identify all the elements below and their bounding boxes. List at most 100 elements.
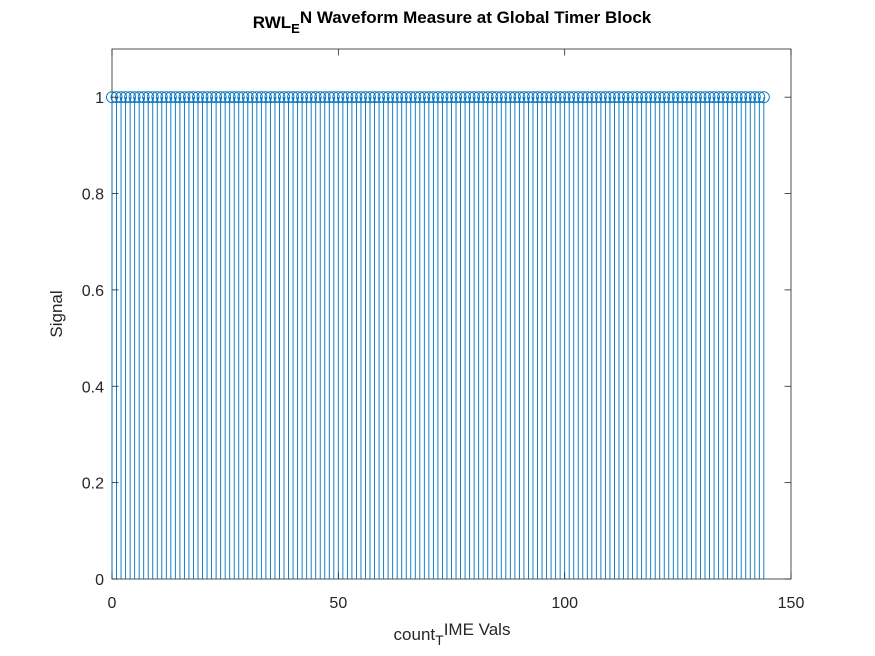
stem-marker <box>445 91 458 104</box>
stem-marker <box>712 91 725 104</box>
axis-ticks: 0 50 100 150 0 0.2 0.4 0.6 0.8 1 <box>82 49 805 612</box>
y-tick-label: 0 <box>95 572 104 589</box>
stem-marker <box>250 91 263 104</box>
stem-marker <box>508 91 521 104</box>
stem-marker <box>653 91 666 104</box>
stem-marker <box>735 91 748 104</box>
stem-marker <box>278 91 290 104</box>
stem-marker <box>472 91 485 104</box>
stem-marker <box>527 91 539 104</box>
stem-marker <box>748 91 761 104</box>
stem-marker <box>540 91 553 104</box>
stem-marker <box>210 91 223 104</box>
stem-marker <box>413 91 426 104</box>
stem-marker <box>431 91 444 104</box>
stem-marker <box>499 91 512 104</box>
stem-marker <box>395 91 408 104</box>
stem-marker <box>124 91 137 104</box>
stem-marker <box>146 91 159 104</box>
stem-marker <box>309 91 322 104</box>
stem-marker <box>671 91 684 104</box>
stem-marker <box>178 91 191 104</box>
stem-marker <box>454 91 467 104</box>
stem-marker <box>196 91 209 104</box>
stem-marker <box>409 91 422 104</box>
stem-marker <box>160 91 173 104</box>
stem-marker <box>318 91 331 104</box>
stem-marker <box>744 91 757 104</box>
stem-marker <box>169 91 182 104</box>
stem-marker <box>649 91 662 104</box>
stem-marker <box>703 91 716 104</box>
stem-marker <box>228 91 241 104</box>
stem-marker <box>364 91 376 104</box>
stem-marker <box>536 91 548 104</box>
stem-marker <box>155 91 168 104</box>
stem-marker <box>382 91 395 104</box>
stem-marker <box>481 91 494 104</box>
stem-marker <box>549 91 562 104</box>
stem-marker <box>291 91 304 104</box>
stem-marker <box>119 91 132 104</box>
stem-marker <box>332 91 345 104</box>
stem-marker <box>486 91 499 104</box>
stem-marker <box>554 91 567 104</box>
stem-series <box>106 91 770 579</box>
stem-marker <box>699 91 711 104</box>
stem-marker <box>676 91 689 104</box>
stem-marker <box>567 91 580 104</box>
stem-marker <box>142 91 155 104</box>
stem-marker <box>572 91 585 104</box>
stem-marker <box>730 91 743 104</box>
stem-marker <box>495 91 508 104</box>
x-tick-label: 150 <box>778 595 805 612</box>
x-tick-label: 0 <box>108 595 117 612</box>
stem-marker <box>246 91 259 104</box>
stem-marker <box>463 91 476 104</box>
y-tick-label: 0.2 <box>82 476 104 493</box>
stem-marker <box>128 91 141 104</box>
stem-marker <box>427 91 440 104</box>
stem-marker <box>187 91 200 104</box>
stem-marker <box>631 91 644 104</box>
stem-marker <box>757 91 770 104</box>
stem-marker <box>300 91 313 104</box>
stem-marker <box>608 91 621 104</box>
stem-marker <box>558 91 571 104</box>
stem-marker <box>635 91 648 104</box>
stem-marker <box>717 91 730 104</box>
stem-marker <box>685 91 698 104</box>
stem-marker <box>504 91 517 104</box>
stem-marker <box>667 91 680 104</box>
stem-marker <box>644 91 657 104</box>
stem-marker <box>522 91 535 104</box>
stem-marker <box>259 91 272 104</box>
stem-marker <box>296 91 309 104</box>
stem-marker <box>585 91 598 104</box>
stem-marker <box>531 91 544 104</box>
stem-marker <box>368 91 381 104</box>
stem-marker <box>477 91 490 104</box>
stem-marker <box>680 91 693 104</box>
stem-marker <box>753 91 766 104</box>
stem-marker <box>137 91 150 104</box>
stem-marker <box>617 91 630 104</box>
stem-marker <box>214 91 227 104</box>
plot-area: 0 50 100 150 0 0.2 0.4 0.6 0.8 1 <box>82 48 805 612</box>
stem-marker <box>662 91 675 104</box>
stem-marker <box>219 91 232 104</box>
stem-marker <box>336 91 349 104</box>
x-tick-label: 100 <box>551 595 578 612</box>
y-tick-label: 0.4 <box>82 379 104 396</box>
stem-marker <box>594 91 607 104</box>
stem-marker <box>192 91 204 104</box>
stem-marker <box>110 91 123 104</box>
x-axis-label: countTIME Vals <box>394 620 511 648</box>
y-axis-label: Signal <box>47 290 66 337</box>
stem-marker <box>223 91 236 104</box>
stem-marker <box>232 91 245 104</box>
stem-marker <box>386 91 399 104</box>
stem-marker <box>490 91 503 104</box>
stem-marker <box>377 91 390 104</box>
stem-marker <box>517 91 530 104</box>
